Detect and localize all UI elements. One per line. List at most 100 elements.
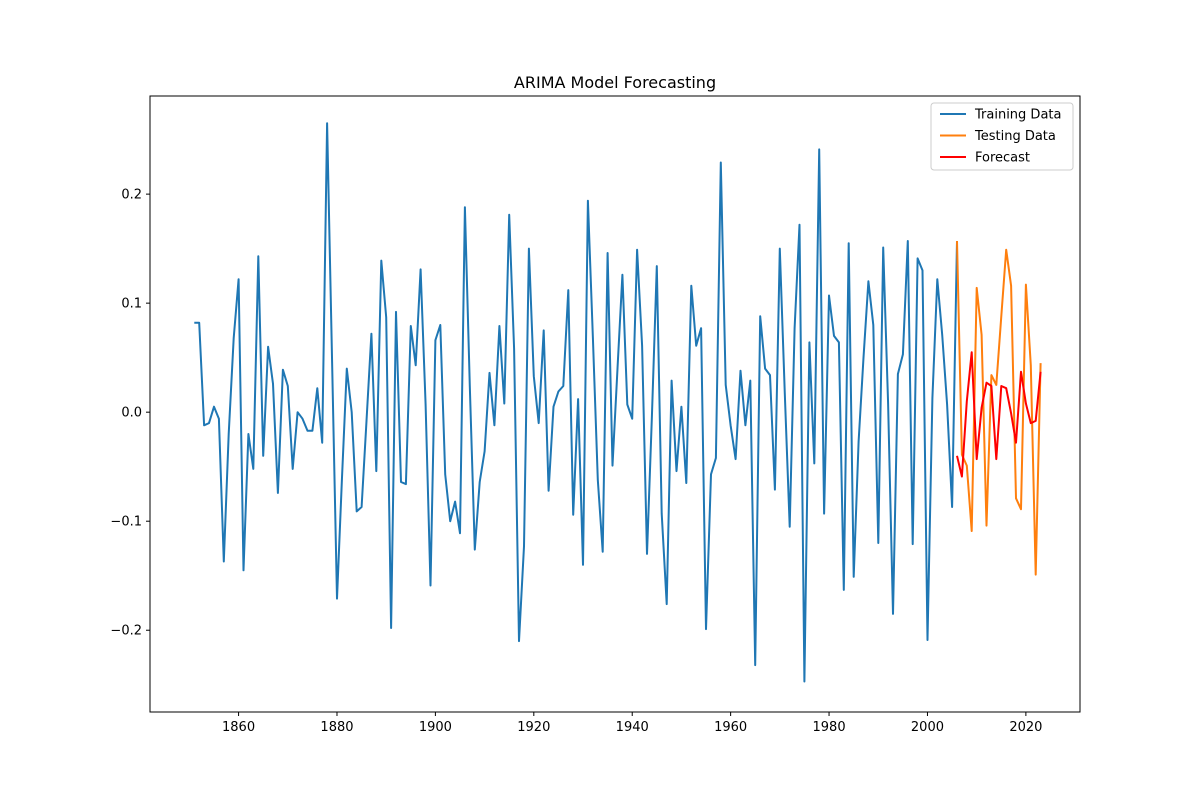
legend-box [930, 102, 1074, 171]
data-point-training-data [769, 374, 771, 376]
data-point-training-data [868, 281, 870, 283]
data-point-forecast [971, 351, 973, 353]
x-tick-label: 1960 [714, 720, 747, 735]
data-point-training-data [444, 474, 446, 476]
data-point-training-data [376, 470, 378, 472]
data-point-training-data [277, 492, 279, 494]
data-point-training-data [784, 393, 786, 395]
data-point-training-data [208, 422, 210, 424]
data-point-training-data [946, 404, 948, 406]
data-point-training-data [892, 613, 894, 615]
data-point-training-data [681, 406, 683, 408]
data-point-training-data [661, 513, 663, 515]
data-point-training-data [592, 337, 594, 339]
x-tick-label: 2000 [911, 720, 944, 735]
data-point-forecast [1001, 385, 1003, 387]
series-line-testing-data [956, 240, 1042, 576]
x-tick-label: 2020 [1009, 720, 1042, 735]
data-point-training-data [321, 442, 323, 444]
data-point-training-data [568, 289, 570, 291]
data-point-training-data [582, 564, 584, 566]
data-point-forecast [996, 458, 998, 460]
data-point-training-data [932, 397, 934, 399]
data-point-training-data [907, 240, 909, 242]
chart-title: ARIMA Model Forecasting [514, 73, 716, 92]
data-point-training-data [385, 317, 387, 319]
data-point-forecast [966, 401, 968, 403]
data-point-training-data [774, 489, 776, 491]
data-point-training-data [366, 420, 368, 422]
data-point-training-data [656, 265, 658, 267]
data-point-training-data [302, 418, 304, 420]
data-point-training-data [804, 681, 806, 683]
data-point-training-data [312, 430, 314, 432]
data-point-training-data [754, 664, 756, 666]
data-point-training-data [873, 324, 875, 326]
data-point-training-data [828, 295, 830, 297]
data-point-testing-data [996, 384, 998, 386]
data-point-training-data [853, 576, 855, 578]
data-point-testing-data [981, 334, 983, 336]
series-layer [194, 122, 1042, 683]
data-point-training-data [651, 416, 653, 418]
data-point-training-data [194, 322, 196, 324]
data-point-training-data [341, 479, 343, 481]
data-point-testing-data [976, 287, 978, 289]
data-point-training-data [297, 411, 299, 413]
data-point-training-data [759, 315, 761, 317]
x-tick-label: 1940 [616, 720, 649, 735]
data-point-forecast [981, 407, 983, 409]
data-point-testing-data [1010, 285, 1012, 287]
data-point-training-data [336, 598, 338, 600]
data-point-training-data [292, 468, 294, 470]
data-point-training-data [233, 337, 235, 339]
data-point-training-data [371, 333, 373, 335]
data-point-training-data [484, 451, 486, 453]
data-point-training-data [533, 375, 535, 377]
data-point-training-data [691, 285, 693, 287]
data-point-forecast [986, 382, 988, 384]
data-point-training-data [449, 520, 451, 522]
data-point-training-data [504, 403, 506, 405]
data-point-training-data [489, 372, 491, 374]
data-point-training-data [676, 470, 678, 472]
data-point-training-data [799, 224, 801, 226]
data-point-training-data [622, 274, 624, 276]
data-point-training-data [612, 465, 614, 467]
data-point-training-data [361, 506, 363, 508]
data-point-training-data [346, 368, 348, 370]
data-point-training-data [823, 513, 825, 515]
data-point-training-data [902, 354, 904, 356]
data-point-testing-data [991, 374, 993, 376]
data-point-training-data [720, 162, 722, 164]
data-point-training-data [572, 514, 574, 516]
data-point-forecast [1035, 420, 1037, 422]
data-point-training-data [941, 334, 943, 336]
data-point-forecast [1020, 371, 1022, 373]
data-point-training-data [646, 553, 648, 555]
data-point-training-data [272, 383, 274, 385]
data-point-training-data [464, 206, 466, 208]
data-point-testing-data [971, 530, 973, 532]
data-point-training-data [641, 345, 643, 347]
data-point-training-data [420, 269, 422, 271]
data-point-training-data [307, 430, 309, 432]
data-point-training-data [494, 425, 496, 427]
data-point-training-data [228, 433, 230, 435]
data-point-training-data [213, 406, 215, 408]
data-point-training-data [553, 406, 555, 408]
y-tick-label: 0.0 [121, 406, 142, 421]
data-point-training-data [223, 561, 225, 563]
data-point-testing-data [966, 465, 968, 467]
data-point-training-data [538, 422, 540, 424]
data-point-forecast [1010, 413, 1012, 415]
data-point-training-data [203, 425, 205, 427]
data-point-testing-data [1005, 249, 1007, 251]
data-point-training-data [818, 149, 820, 151]
x-tick-label: 1880 [320, 720, 353, 735]
series-line-training-data [194, 122, 958, 683]
data-point-testing-data [1025, 284, 1027, 286]
data-point-training-data [794, 327, 796, 329]
data-point-forecast [1040, 371, 1042, 373]
data-point-forecast [1005, 387, 1007, 389]
